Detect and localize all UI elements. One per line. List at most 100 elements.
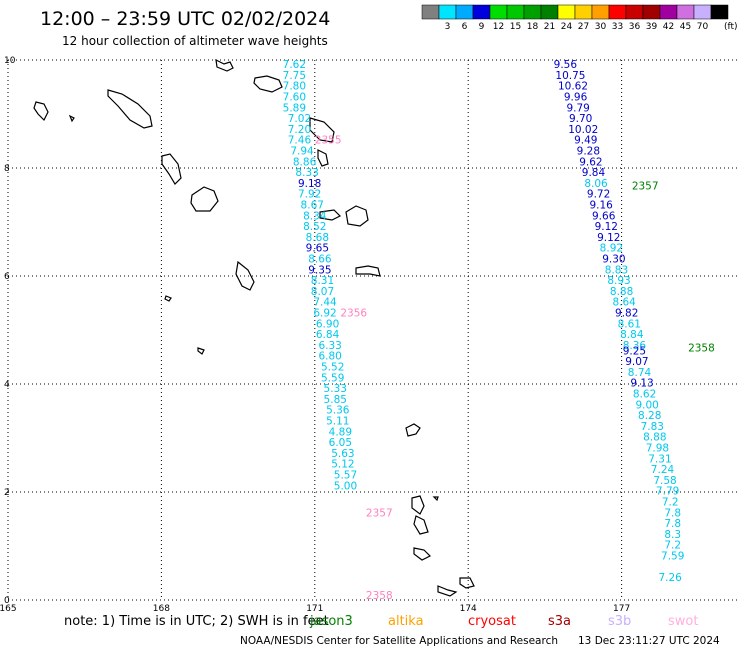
legend-label: 21 xyxy=(544,22,555,32)
satellite-legend: jason3 altika cryosat s3a s3b swot xyxy=(309,614,698,629)
island-outline xyxy=(405,423,421,437)
wave-height-label: 7.59 xyxy=(661,551,684,563)
wave-height-label: 8.3 xyxy=(664,529,681,541)
island-outline xyxy=(345,205,369,227)
legend-label: 9 xyxy=(479,22,485,32)
wave-height-label: 7.79 xyxy=(656,486,679,498)
wave-height-label: 9.30 xyxy=(602,254,625,266)
wave-height-label: 6.05 xyxy=(329,437,352,449)
legend-label: 15 xyxy=(510,22,521,32)
wave-height-label: 9.66 xyxy=(592,210,616,222)
wave-height-label: 8.31 xyxy=(311,275,334,287)
y-tick-label: 2 xyxy=(4,488,10,498)
wave-height-label: 8.83 xyxy=(605,264,628,276)
wave-height-label: 5.52 xyxy=(321,362,344,374)
wave-height-label: 7.31 xyxy=(648,453,671,465)
wave-height-label: 9.00 xyxy=(635,399,658,411)
island-outlines xyxy=(33,58,475,597)
wave-height-label: 6.90 xyxy=(316,318,339,330)
wave-height-label: 9.35 xyxy=(308,264,331,276)
wave-height-label: 5.89 xyxy=(283,102,306,114)
wave-height-label: 9.07 xyxy=(625,356,648,368)
time-label: 2357 xyxy=(632,181,659,193)
wave-height-label: 7.75 xyxy=(283,70,306,82)
wave-height-label: 8.06 xyxy=(584,178,608,190)
chart-title: 12:00 – 23:59 UTC 02/02/2024 xyxy=(40,8,330,30)
legend-swatch xyxy=(540,4,559,20)
wave-height-label: 8.07 xyxy=(311,286,334,298)
wave-height-label: 8.36 xyxy=(623,340,647,352)
island-outline xyxy=(411,495,425,515)
credit-line: NOAA/NESDIS Center for Satellite Applica… xyxy=(240,635,558,647)
legend-swatch xyxy=(591,4,610,20)
satellite-name: jason3 xyxy=(309,614,353,629)
wave-height-label: 8.34 xyxy=(303,210,327,222)
wave-height-label: 9.84 xyxy=(582,167,606,179)
wave-height-label: 6.84 xyxy=(316,329,340,341)
wave-height-label: 9.16 xyxy=(589,200,613,212)
wave-height-label: 5.59 xyxy=(321,372,344,384)
wave-height-label: 5.36 xyxy=(326,405,350,417)
wave-height-label: 7.62 xyxy=(283,59,306,71)
x-tick-label: 177 xyxy=(613,604,630,614)
wave-height-label: 8.67 xyxy=(301,200,324,212)
legend-swatch xyxy=(489,4,508,20)
wave-height-label: 5.11 xyxy=(326,416,349,428)
time-labels: 2355 2356 2357 2358 2357 2358 xyxy=(315,135,715,602)
island-outline xyxy=(317,149,329,167)
y-tick-label: 0 xyxy=(4,596,10,606)
footnote: note: 1) Time is in UTC; 2) SWH is in fe… xyxy=(64,614,329,629)
island-outline xyxy=(437,585,458,597)
legend-swatch xyxy=(574,4,593,20)
wave-height-label: 8.84 xyxy=(620,329,644,341)
island-outline xyxy=(107,89,153,129)
legend-swatch xyxy=(659,4,678,20)
wave-height-label: 9.56 xyxy=(554,59,578,71)
wave-height-label: 5.85 xyxy=(324,394,347,406)
satellite-name: swot xyxy=(668,614,698,629)
wave-height-label: 9.12 xyxy=(597,232,620,244)
time-label: 2358 xyxy=(688,343,715,355)
legend-label: 33 xyxy=(612,22,623,32)
legend-swatch xyxy=(608,4,627,20)
wave-height-label: 7.8 xyxy=(664,507,681,519)
wave-height-label: 8.28 xyxy=(638,410,661,422)
legend-label: 39 xyxy=(646,22,658,32)
wave-height-label: 8.68 xyxy=(306,232,329,244)
y-tick-label: 4 xyxy=(4,380,10,390)
y-tick-label: 6 xyxy=(4,272,10,282)
wave-height-label: 7.2 xyxy=(662,497,679,509)
wave-height-label: 9.28 xyxy=(577,146,600,158)
chart-subtitle: 12 hour collection of altimeter wave hei… xyxy=(62,34,328,48)
altimeter-tracks: 7.627.757.807.605.897.027.207.467.948.86… xyxy=(283,59,685,584)
satellite-name: s3b xyxy=(608,614,631,629)
wave-height-label: 10.02 xyxy=(568,124,598,136)
island-outline xyxy=(235,260,255,291)
legend-label: 30 xyxy=(595,22,607,32)
wave-height-label: 8.86 xyxy=(293,156,317,168)
wave-height-label: 7.24 xyxy=(651,464,675,476)
island-outline xyxy=(161,153,182,185)
legend-swatch xyxy=(693,4,712,20)
time-label: 2357 xyxy=(366,507,393,519)
legend-label: 45 xyxy=(680,22,691,32)
legend-label: 18 xyxy=(527,22,539,32)
legend-label: 27 xyxy=(578,22,589,32)
wave-height-label: 8.33 xyxy=(295,167,318,179)
island-outline xyxy=(164,295,172,302)
wave-height-label: 7.58 xyxy=(653,475,676,487)
wave-height-label: 7.46 xyxy=(288,135,312,147)
legend-swatch xyxy=(523,4,542,20)
legend-swatch xyxy=(625,4,644,20)
wave-height-label: 9.62 xyxy=(579,156,602,168)
legend-swatch xyxy=(642,4,661,20)
wave-height-label: 7.83 xyxy=(641,421,664,433)
wave-height-label: 9.25 xyxy=(623,345,646,357)
legend-label: 70 xyxy=(697,22,709,32)
legend-unit: (ft) xyxy=(724,22,738,32)
wave-height-label: 7.44 xyxy=(313,297,337,309)
legend-label: 6 xyxy=(462,22,468,32)
wave-height-label: 5.33 xyxy=(324,383,347,395)
